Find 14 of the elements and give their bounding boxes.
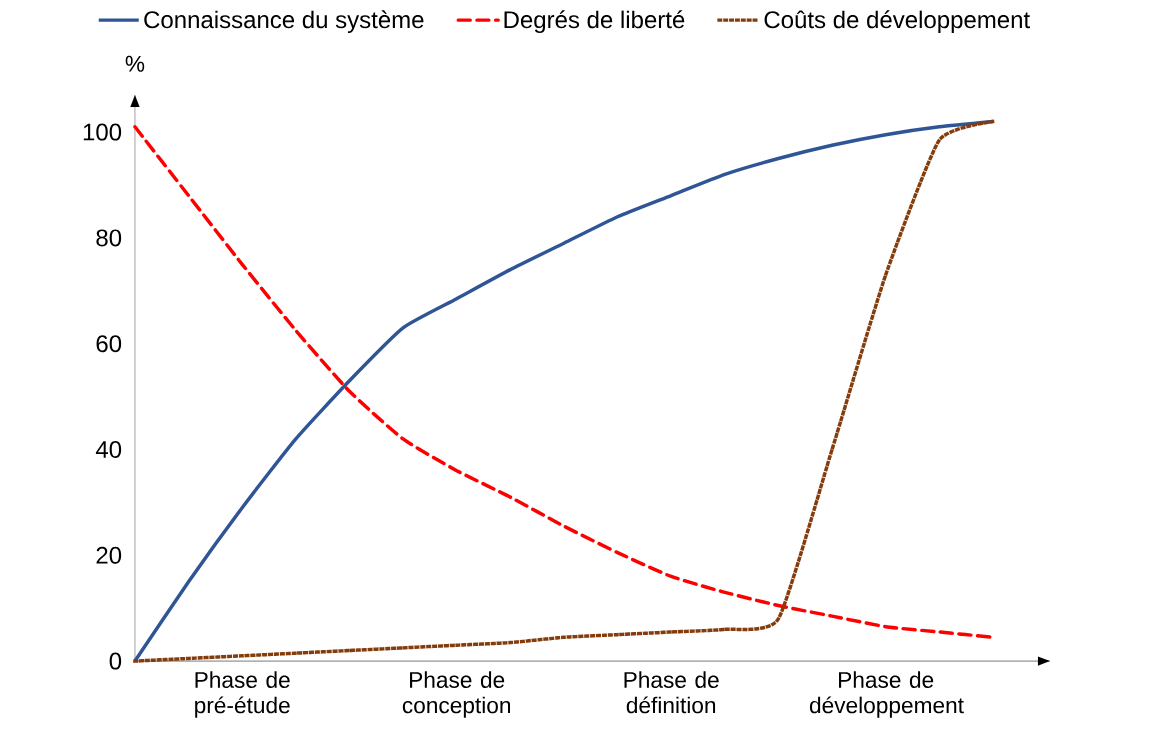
x-tick-label: Phase de pré-étude (195, 671, 290, 718)
y-tick-label: 100 (83, 123, 122, 141)
x-tick-label: Phase de définition (624, 671, 719, 714)
x-tick-label: Phase de conception (402, 671, 511, 718)
legend-label: Degrés de liberté (504, 10, 685, 33)
y-tick-label: 60 (96, 335, 122, 353)
y-tick-label: 80 (96, 229, 122, 247)
legend-label: Connaissance du système (144, 10, 424, 33)
y-tick-label: 20 (96, 546, 122, 564)
y-tick-label: 40 (95, 440, 122, 458)
y-tick-label: 0 (109, 652, 122, 670)
y-axis-title: % (125, 55, 145, 72)
legend-label: Coûts de développement (764, 10, 1030, 33)
x-tick-label: Phase de développement (809, 671, 964, 718)
